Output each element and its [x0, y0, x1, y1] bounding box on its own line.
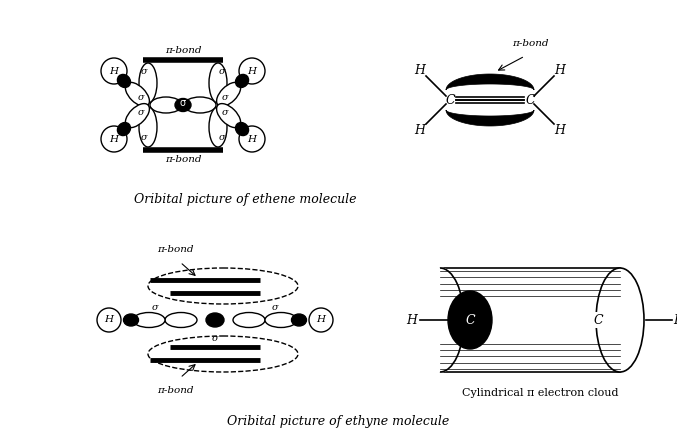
Text: H: H — [110, 135, 118, 144]
Ellipse shape — [175, 98, 191, 111]
Text: σ: σ — [271, 302, 278, 311]
Ellipse shape — [97, 308, 121, 332]
Ellipse shape — [209, 63, 227, 103]
Ellipse shape — [239, 58, 265, 84]
Text: H: H — [554, 64, 565, 77]
Text: H: H — [248, 135, 257, 144]
Ellipse shape — [448, 291, 492, 349]
Ellipse shape — [265, 313, 297, 328]
Text: σ: σ — [137, 108, 144, 117]
Ellipse shape — [101, 58, 127, 84]
Text: σ: σ — [152, 302, 158, 311]
Text: H: H — [104, 316, 114, 325]
Ellipse shape — [209, 107, 227, 147]
Text: H: H — [554, 123, 565, 136]
Text: π-bond: π-bond — [512, 39, 548, 48]
Text: C: C — [525, 93, 535, 107]
Ellipse shape — [292, 314, 307, 326]
Text: π-bond: π-bond — [157, 386, 193, 395]
Polygon shape — [446, 110, 534, 126]
Ellipse shape — [133, 313, 165, 328]
Text: σ: σ — [137, 93, 144, 102]
Text: σ: σ — [212, 334, 218, 343]
Text: Oribital picture of ethyne molecule: Oribital picture of ethyne molecule — [227, 415, 449, 429]
Text: H: H — [414, 123, 425, 136]
Text: σ: σ — [219, 68, 225, 77]
Text: σ: σ — [180, 98, 186, 108]
Text: H: H — [248, 67, 257, 76]
Ellipse shape — [206, 313, 224, 327]
Ellipse shape — [125, 83, 150, 106]
Text: H: H — [674, 313, 677, 326]
Ellipse shape — [125, 104, 150, 128]
Text: Oribital picture of ethene molecule: Oribital picture of ethene molecule — [134, 194, 356, 206]
Ellipse shape — [150, 97, 182, 113]
Text: H: H — [414, 64, 425, 77]
Text: π-bond: π-bond — [165, 155, 201, 164]
Ellipse shape — [239, 126, 265, 152]
Text: σ: σ — [222, 93, 228, 102]
Ellipse shape — [416, 268, 464, 372]
Text: σ: σ — [222, 108, 228, 117]
Text: C: C — [465, 313, 475, 326]
Text: C: C — [593, 313, 603, 326]
Ellipse shape — [101, 126, 127, 152]
Ellipse shape — [309, 308, 333, 332]
Ellipse shape — [139, 107, 157, 147]
Polygon shape — [446, 74, 534, 90]
Ellipse shape — [117, 74, 131, 87]
Ellipse shape — [217, 83, 240, 106]
Text: π-bond: π-bond — [165, 46, 201, 55]
Ellipse shape — [596, 268, 644, 372]
Text: π-bond: π-bond — [157, 245, 193, 254]
Text: σ: σ — [141, 133, 148, 142]
Ellipse shape — [184, 97, 216, 113]
Ellipse shape — [236, 74, 248, 87]
Text: Cylindrical π electron cloud: Cylindrical π electron cloud — [462, 388, 618, 398]
Text: H: H — [110, 67, 118, 76]
Ellipse shape — [139, 63, 157, 103]
Ellipse shape — [165, 313, 197, 328]
Ellipse shape — [233, 313, 265, 328]
Ellipse shape — [236, 123, 248, 135]
Text: σ: σ — [141, 68, 148, 77]
Ellipse shape — [123, 314, 139, 326]
Ellipse shape — [217, 104, 240, 128]
Text: C: C — [445, 93, 455, 107]
Text: H: H — [407, 313, 418, 326]
Text: H: H — [317, 316, 326, 325]
Text: σ: σ — [219, 133, 225, 142]
Ellipse shape — [117, 123, 131, 135]
